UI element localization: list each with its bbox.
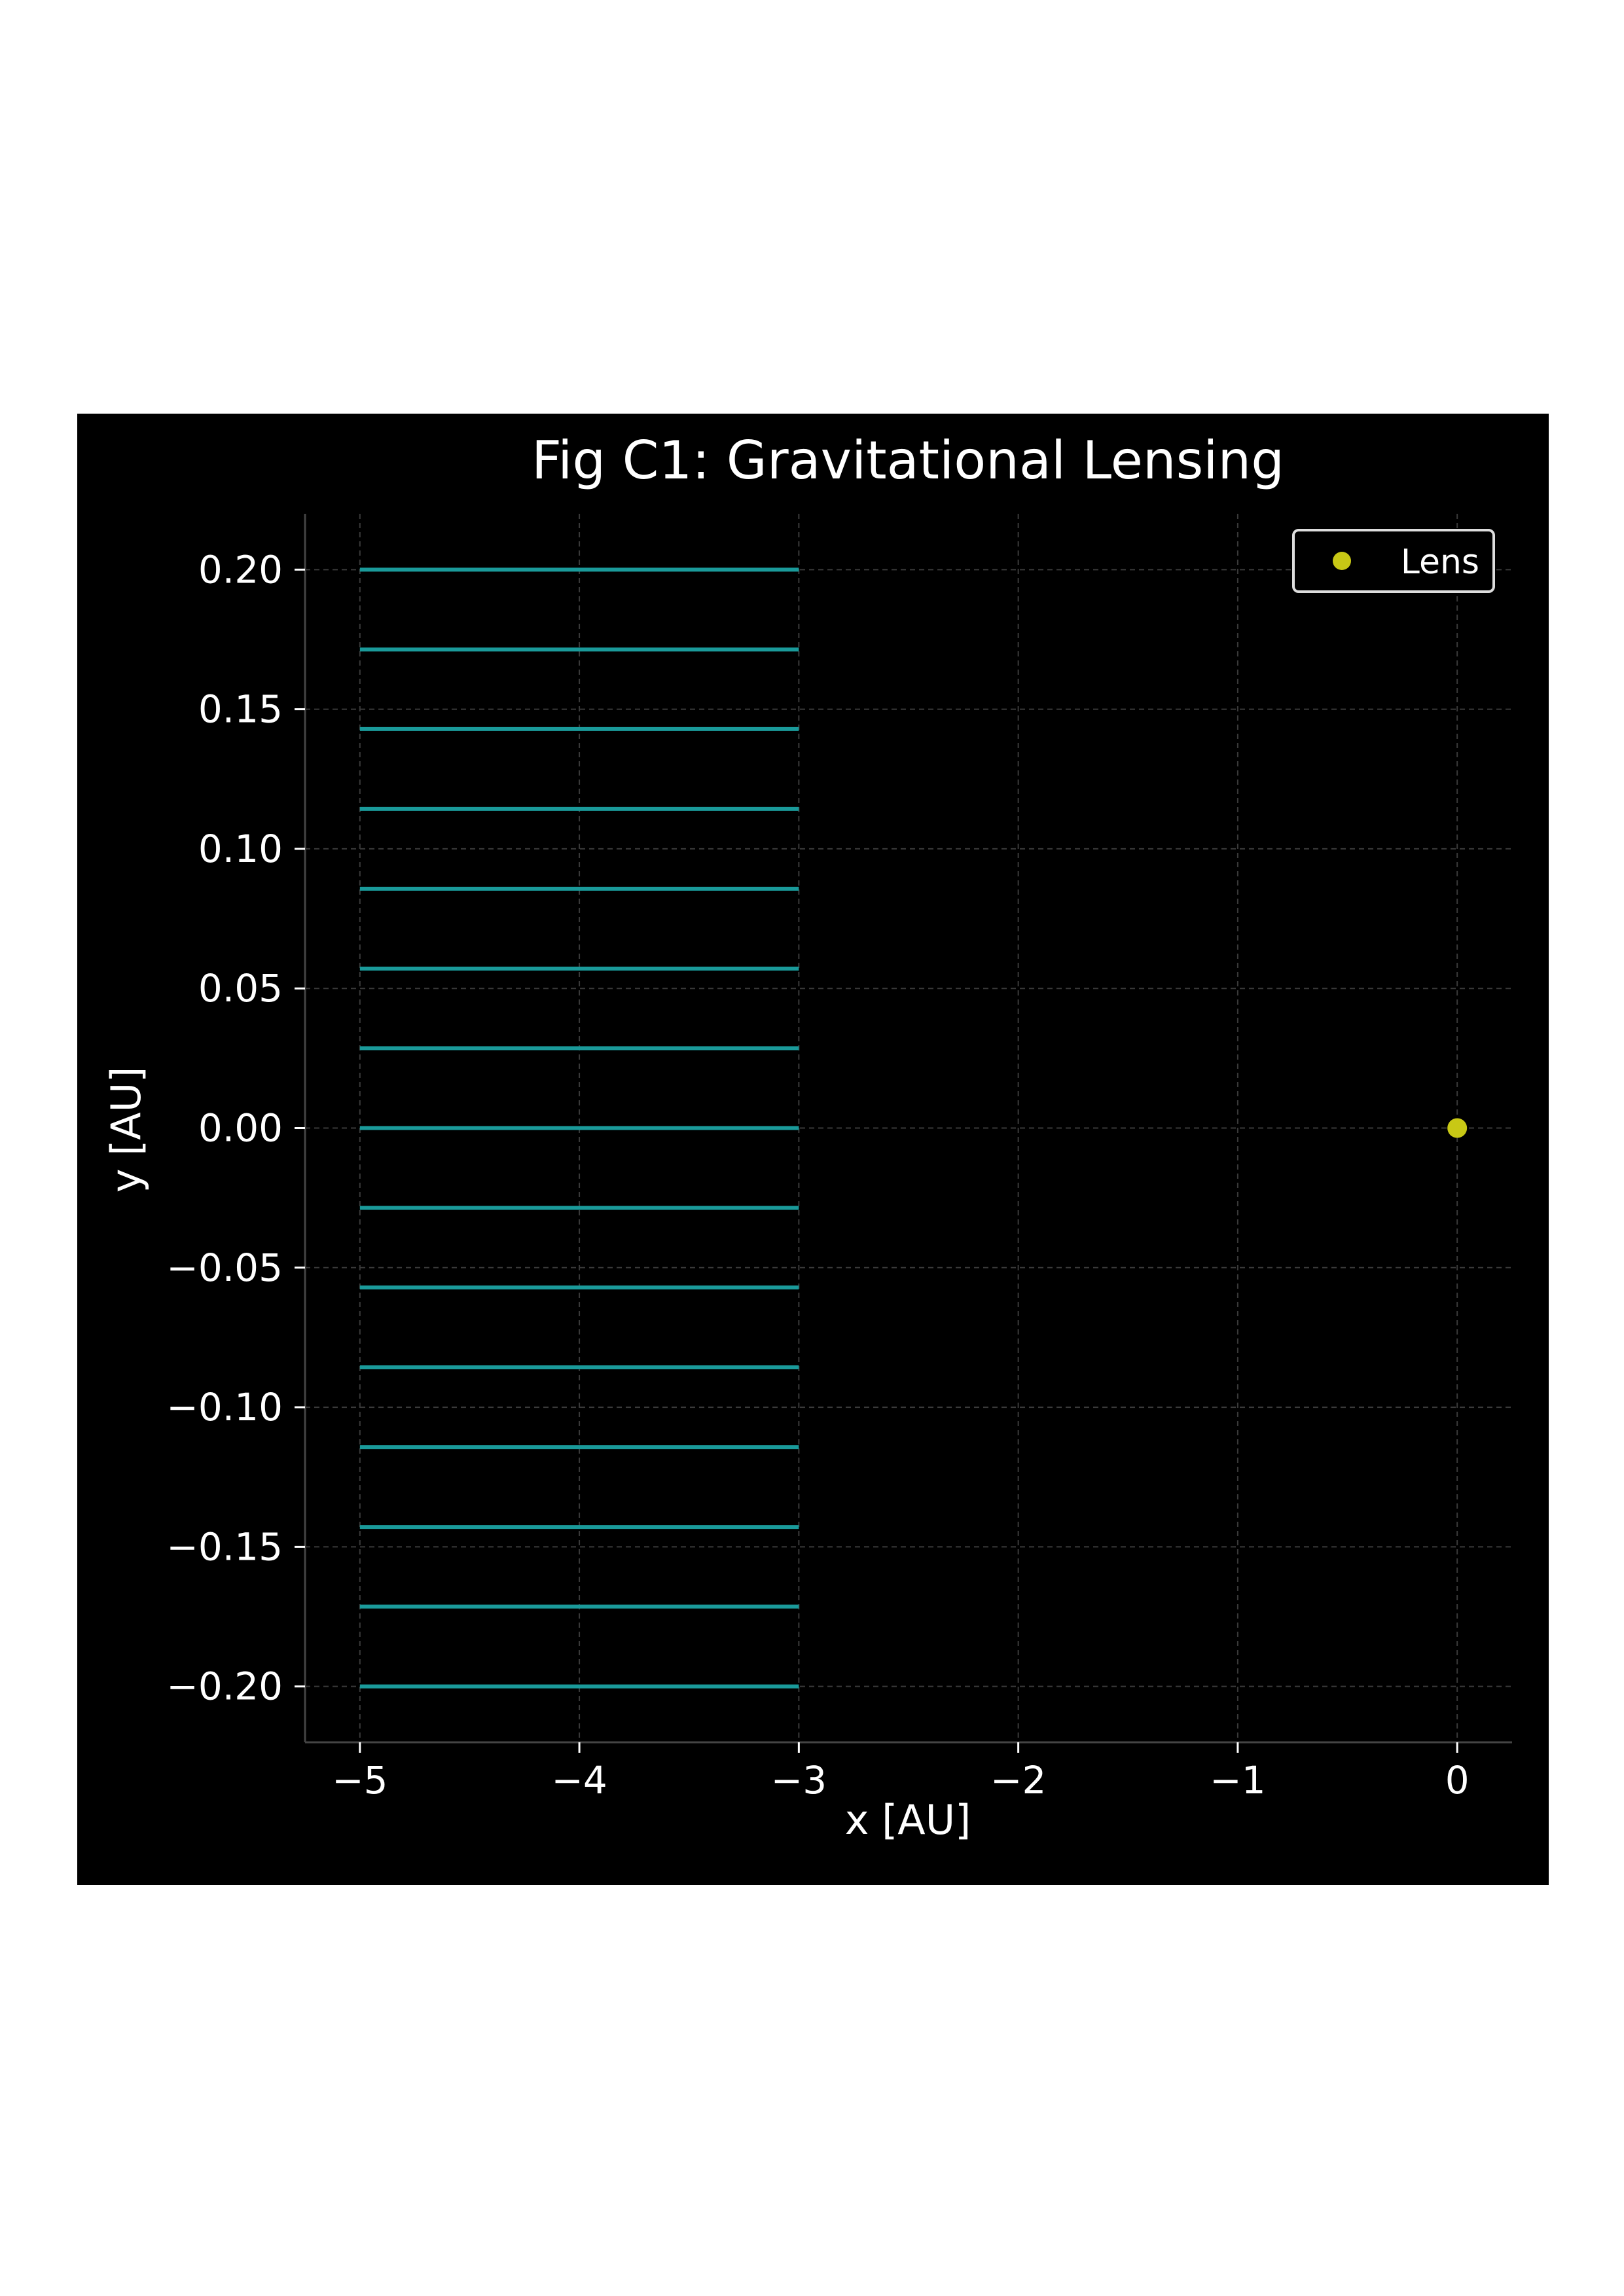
y-tick-label: 0.15 [198, 687, 283, 732]
legend-frame [1292, 529, 1495, 593]
chart-svg: −5 −4 −3 −2 −1 0 0.20 0.15 0.10 0.05 0.00 −0.05 −0.1… [102, 430, 1512, 1844]
y-axis-label: y [AU] [102, 1067, 150, 1193]
chart-title: Fig C1: Gravitational Lensing [532, 430, 1284, 491]
x-tick-label: −2 [990, 1758, 1047, 1803]
x-tick-label: −4 [551, 1758, 607, 1803]
legend-marker-lens [1333, 552, 1351, 570]
points-layer [1447, 1118, 1468, 1138]
x-tick-label: −5 [332, 1758, 388, 1803]
x-axis-label: x [AU] [845, 1796, 971, 1844]
ticks-layer: −5 −4 −3 −2 −1 0 0.20 0.15 0.10 0.05 0.00 −0.05 −0.1… [166, 547, 1469, 1803]
rays-layer [359, 567, 799, 1689]
y-tick-label: −0.10 [166, 1385, 283, 1429]
y-tick-label: −0.05 [166, 1246, 283, 1290]
chart-figure: −5 −4 −3 −2 −1 0 0.20 0.15 0.10 0.05 0.00 −0.05 −0.1… [77, 414, 1549, 1885]
y-tick-label: −0.15 [166, 1524, 283, 1569]
x-tick-label: −3 [771, 1758, 827, 1803]
x-tick-label: −1 [1210, 1758, 1266, 1803]
lens-point [1447, 1118, 1468, 1138]
y-tick-label: 0.00 [198, 1106, 283, 1151]
y-tick-label: 0.10 [198, 827, 283, 871]
legend-label-lens: Lens [1401, 543, 1479, 582]
y-tick-label: 0.20 [198, 547, 283, 592]
y-tick-label: 0.05 [198, 966, 283, 1011]
x-tick-label: 0 [1445, 1758, 1470, 1803]
y-tick-label: −0.20 [166, 1664, 283, 1709]
legend: Lens [1292, 529, 1495, 593]
